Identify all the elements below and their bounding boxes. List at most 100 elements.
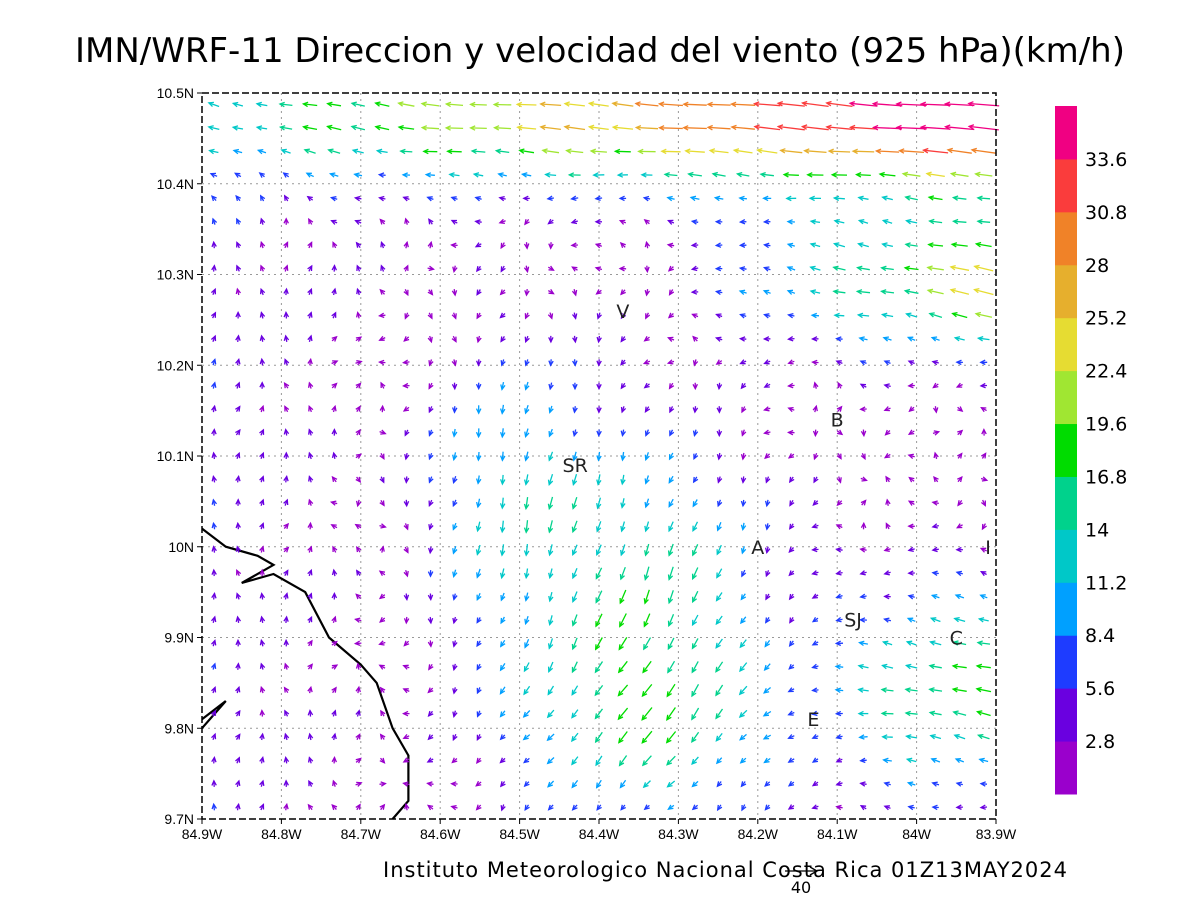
wind-vector <box>740 522 747 532</box>
wind-vector <box>907 360 915 366</box>
wind-vector <box>858 336 868 342</box>
wind-vector <box>469 101 487 108</box>
x-tick-label: 84.4W <box>579 826 620 842</box>
wind-vector <box>715 732 723 742</box>
wind-vector <box>641 707 653 721</box>
wind-vector <box>716 521 722 532</box>
wind-vector <box>307 803 314 811</box>
wind-vector <box>933 451 939 460</box>
wind-vector <box>874 148 900 154</box>
wind-vector <box>236 264 242 272</box>
y-tick-label: 9.9N <box>164 630 194 646</box>
wind-vector <box>644 406 651 413</box>
wind-vector <box>684 148 705 154</box>
wind-vector <box>427 593 434 601</box>
wind-vector <box>427 734 434 741</box>
wind-vector <box>882 336 892 342</box>
wind-vector <box>738 266 747 272</box>
wind-vector <box>211 475 218 483</box>
wind-vector <box>667 613 675 628</box>
wind-vector <box>403 264 409 272</box>
wind-vector <box>546 709 555 719</box>
wind-vector <box>427 640 434 648</box>
wind-vector <box>715 757 723 765</box>
wind-vector <box>236 241 242 249</box>
wind-vector <box>259 240 266 249</box>
wind-vector <box>308 428 314 436</box>
wind-vector <box>378 570 386 577</box>
station-label: SJ <box>844 609 862 631</box>
wind-vector <box>259 592 266 600</box>
wind-vector <box>666 195 675 202</box>
wind-vector <box>717 476 723 484</box>
wind-vector <box>355 803 361 811</box>
wind-vector <box>690 219 699 225</box>
wind-vector <box>955 359 963 366</box>
wind-vector <box>740 382 747 390</box>
wind-vector <box>326 124 342 131</box>
wind-vector <box>235 498 241 506</box>
wind-vector <box>957 429 964 436</box>
wind-vector <box>379 803 386 811</box>
wind-vector <box>979 570 987 577</box>
wind-vector <box>943 101 975 107</box>
wind-vector <box>475 804 482 811</box>
wind-vector <box>957 406 964 413</box>
wind-vector <box>499 686 506 695</box>
wind-vector <box>403 546 409 554</box>
wind-vector <box>641 683 653 698</box>
wind-vector <box>740 781 747 788</box>
wind-vector <box>427 687 434 694</box>
wind-vector <box>379 545 385 553</box>
wind-vector <box>645 312 651 320</box>
wind-vector <box>764 546 771 555</box>
wind-vector <box>232 148 243 155</box>
wind-vector <box>657 101 683 107</box>
wind-vector <box>474 219 482 225</box>
wind-vector <box>946 147 972 154</box>
wind-vector <box>355 781 363 787</box>
wind-vector <box>499 781 506 788</box>
wind-vector <box>283 334 290 343</box>
wind-vector <box>572 335 578 344</box>
wind-vector <box>380 381 386 389</box>
wind-vector <box>539 124 561 131</box>
wind-vector <box>428 429 434 437</box>
wind-vector <box>523 474 530 486</box>
wind-vector <box>644 521 650 533</box>
wind-vector <box>284 405 290 413</box>
wind-vector <box>587 101 609 107</box>
wind-vector <box>258 172 265 178</box>
wind-vector <box>738 195 747 202</box>
wind-vector <box>904 242 918 248</box>
wind-vector <box>643 566 650 581</box>
wind-vector <box>952 710 967 716</box>
wind-vector <box>283 522 290 530</box>
wind-vector <box>544 172 557 178</box>
wind-vector <box>786 429 795 436</box>
wind-vector <box>667 590 674 605</box>
wind-vector <box>523 757 530 764</box>
wind-vector <box>762 289 771 295</box>
wind-vector <box>422 148 438 155</box>
wind-vector <box>354 617 362 623</box>
wind-vector <box>884 429 891 436</box>
wind-vector <box>572 406 578 414</box>
wind-vector <box>211 311 217 319</box>
wind-vector <box>594 661 604 674</box>
wind-vector <box>235 475 241 483</box>
wind-vector <box>259 522 265 530</box>
wind-vector <box>355 311 362 319</box>
wind-vector <box>715 661 724 673</box>
wind-vector <box>571 661 578 674</box>
wind-vector <box>426 196 434 202</box>
wind-vector <box>642 359 651 365</box>
wind-vector <box>716 406 722 414</box>
wind-vector <box>404 429 410 437</box>
wind-vector <box>692 406 699 414</box>
colorbar-label: 30.8 <box>1085 202 1127 224</box>
wind-vector <box>210 287 217 296</box>
wind-vector <box>716 452 723 461</box>
wind-vector <box>355 382 362 389</box>
wind-vector <box>260 264 266 272</box>
